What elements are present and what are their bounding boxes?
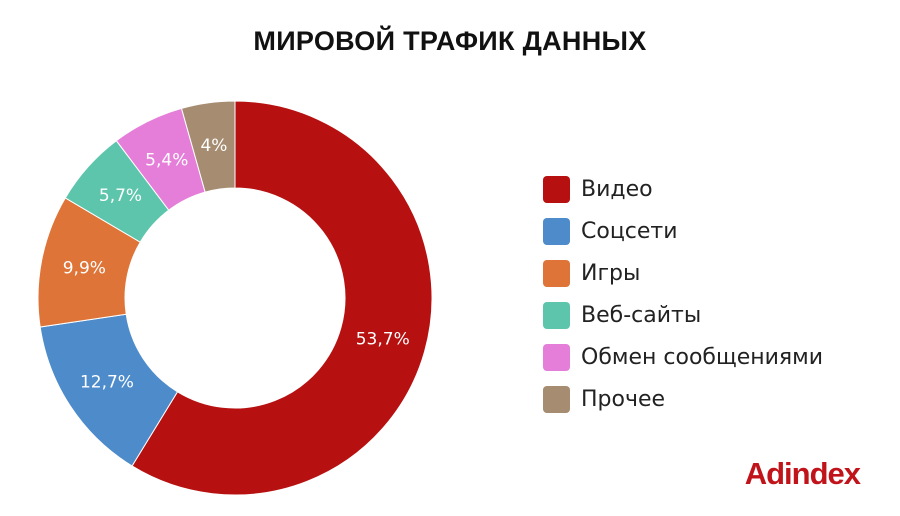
legend-swatch: [543, 259, 570, 287]
legend-swatch: [543, 343, 570, 371]
legend-label: Соцсети: [581, 218, 678, 244]
slice-value-label: 5,7%: [99, 186, 142, 206]
legend-swatch: [543, 175, 570, 203]
legend-label: Видео: [581, 176, 653, 202]
legend-label: Веб-сайты: [581, 302, 702, 328]
slice-value-label: 5,4%: [145, 150, 188, 170]
slice-value-label: 53,7%: [356, 330, 410, 350]
legend-item: Обмен сообщениями: [543, 336, 823, 378]
legend-item: Соцсети: [543, 210, 823, 252]
legend-label: Обмен сообщениями: [581, 344, 824, 370]
slice-value-label: 12,7%: [80, 373, 134, 393]
chart-title: МИРОВОЙ ТРАФИК ДАННЫХ: [253, 26, 647, 56]
legend-label: Прочее: [581, 386, 666, 412]
legend-item: Игры: [543, 252, 823, 294]
donut-slice: [131, 100, 433, 496]
legend-swatch: [543, 301, 570, 329]
slice-value-label: 9,9%: [63, 259, 106, 279]
legend: Видео Соцсети Игры Веб-сайты Обмен сообщения…: [543, 168, 823, 420]
legend-item: Видео: [543, 168, 823, 210]
legend-swatch: [543, 385, 570, 413]
legend-item: Веб-сайты: [543, 294, 823, 336]
donut-slice: [180, 100, 236, 193]
legend-swatch: [543, 217, 570, 245]
legend-label: Игры: [581, 260, 641, 286]
adindex-logo: Adindex: [744, 456, 861, 491]
legend-item: Прочее: [543, 378, 823, 420]
slice-value-label: 4%: [200, 136, 227, 156]
